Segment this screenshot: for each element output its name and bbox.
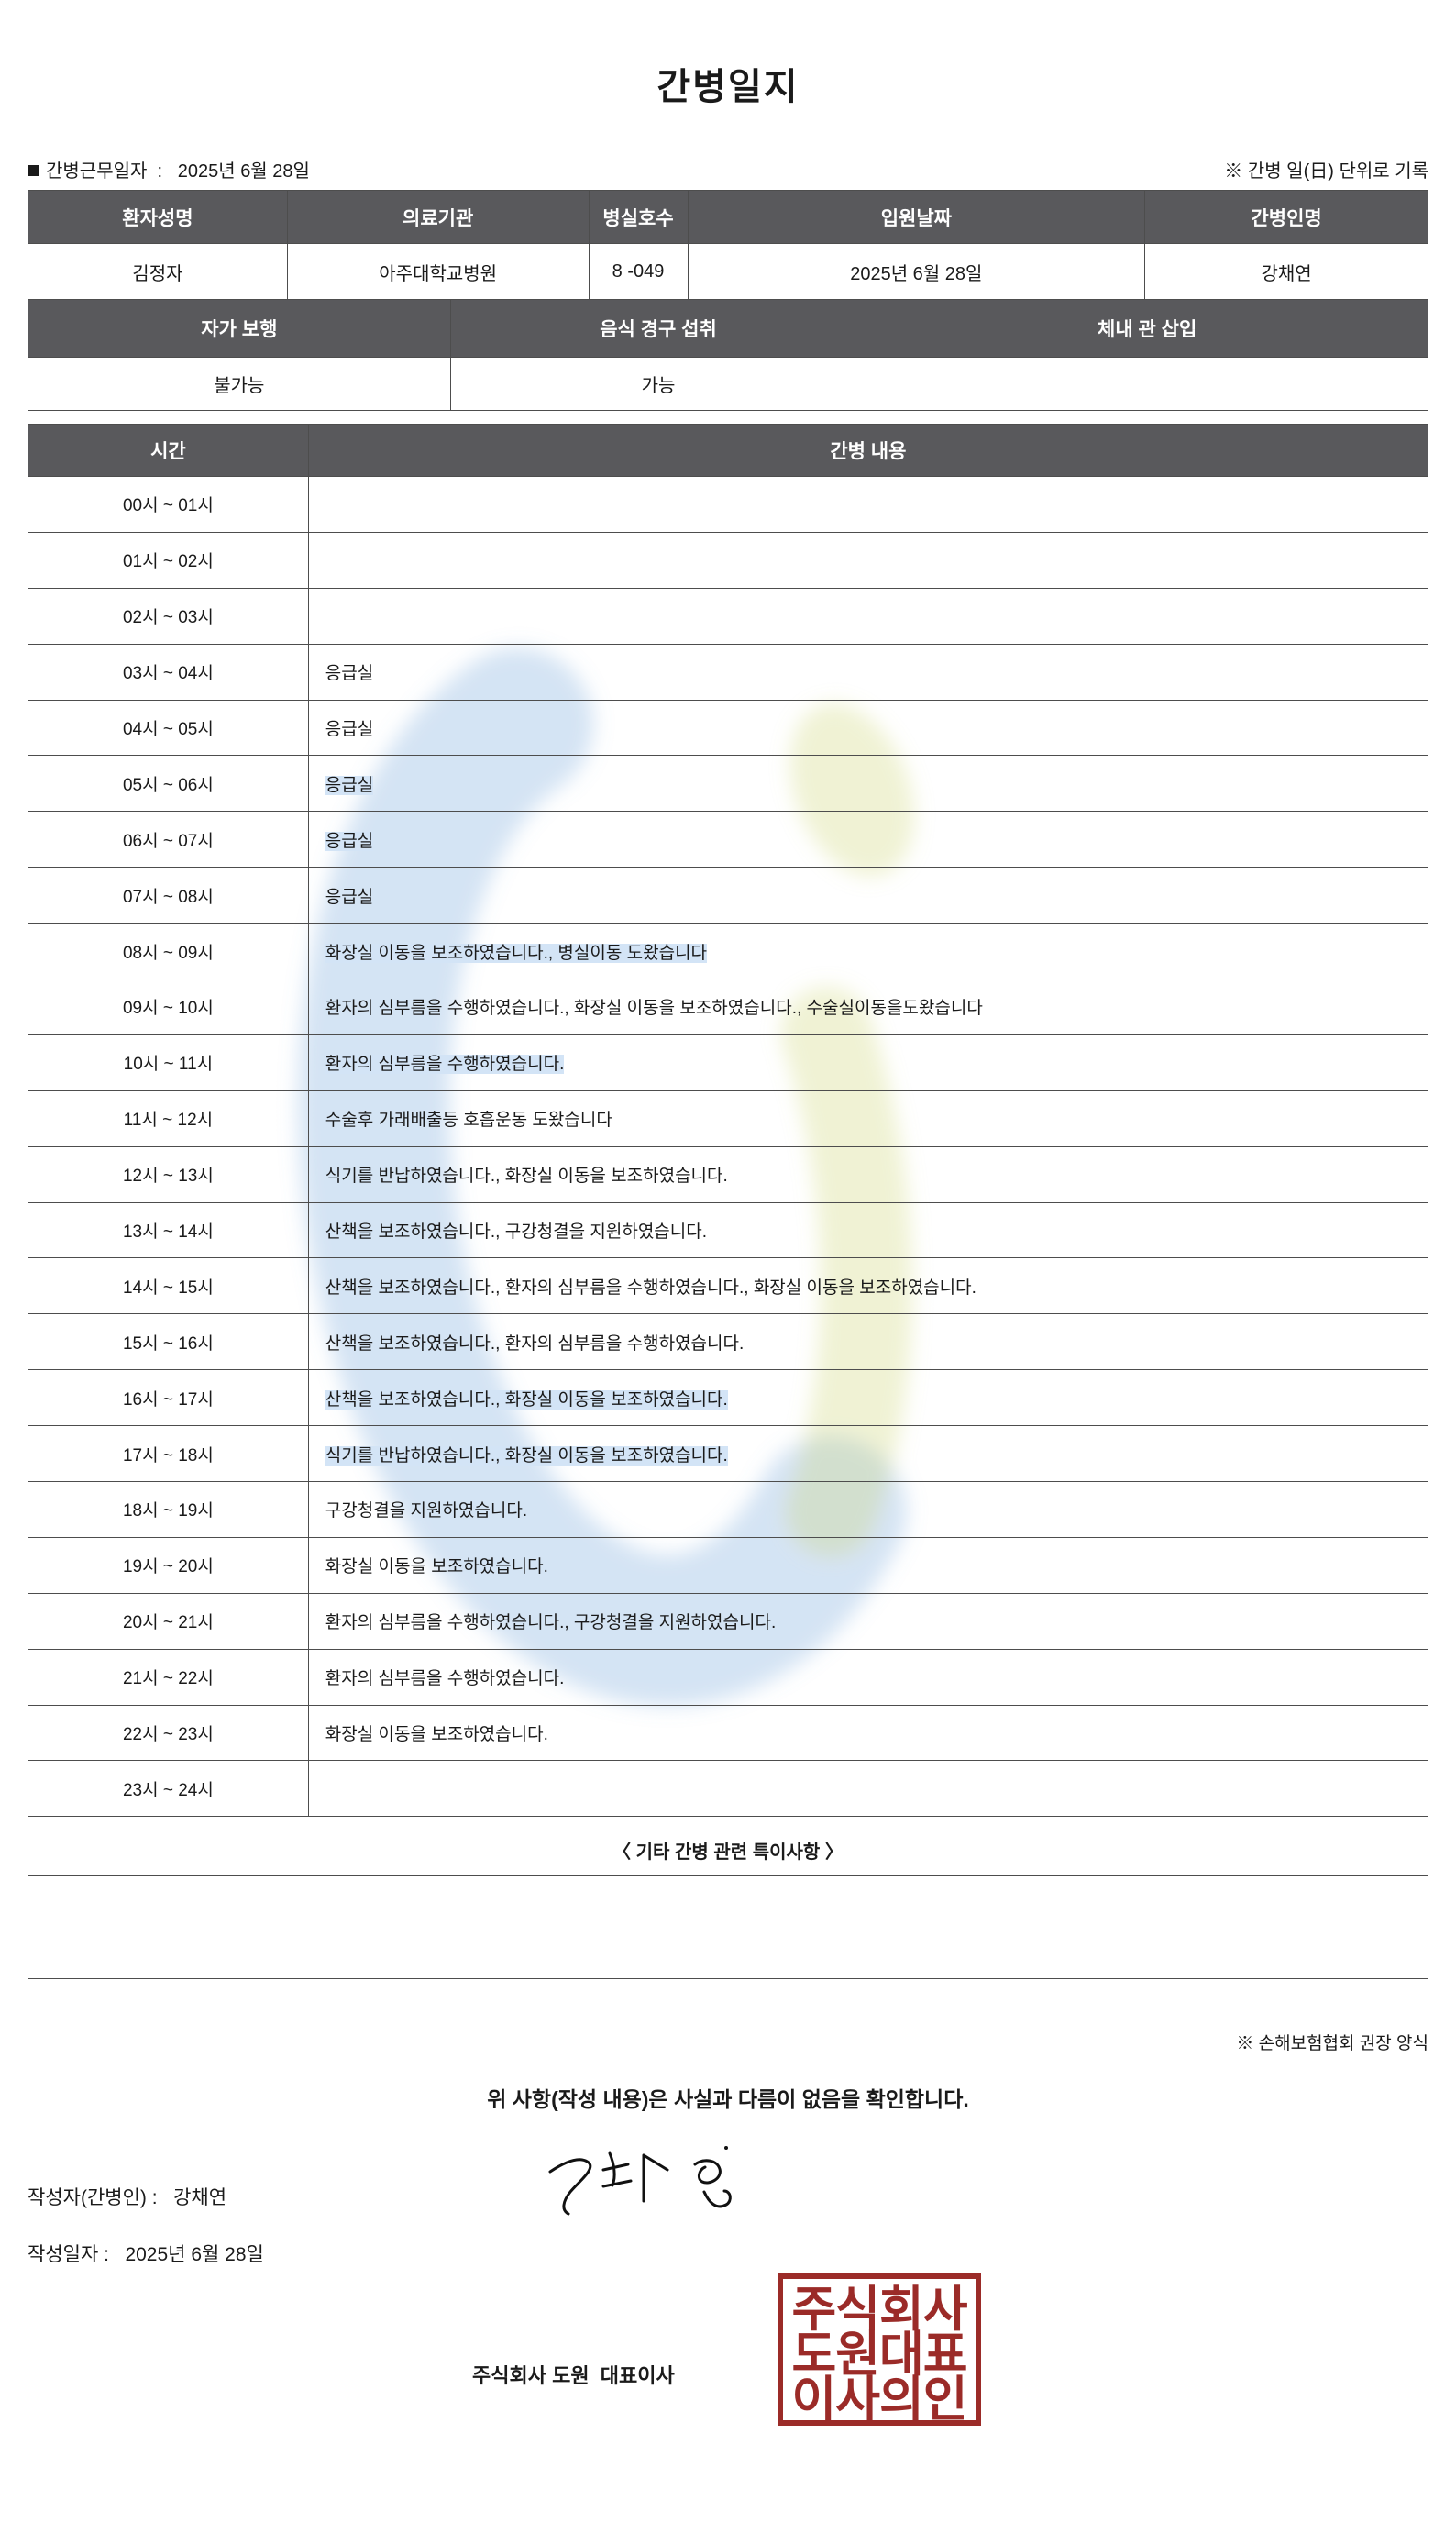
svg-text:이사의인: 이사의인 [791, 2373, 966, 2426]
